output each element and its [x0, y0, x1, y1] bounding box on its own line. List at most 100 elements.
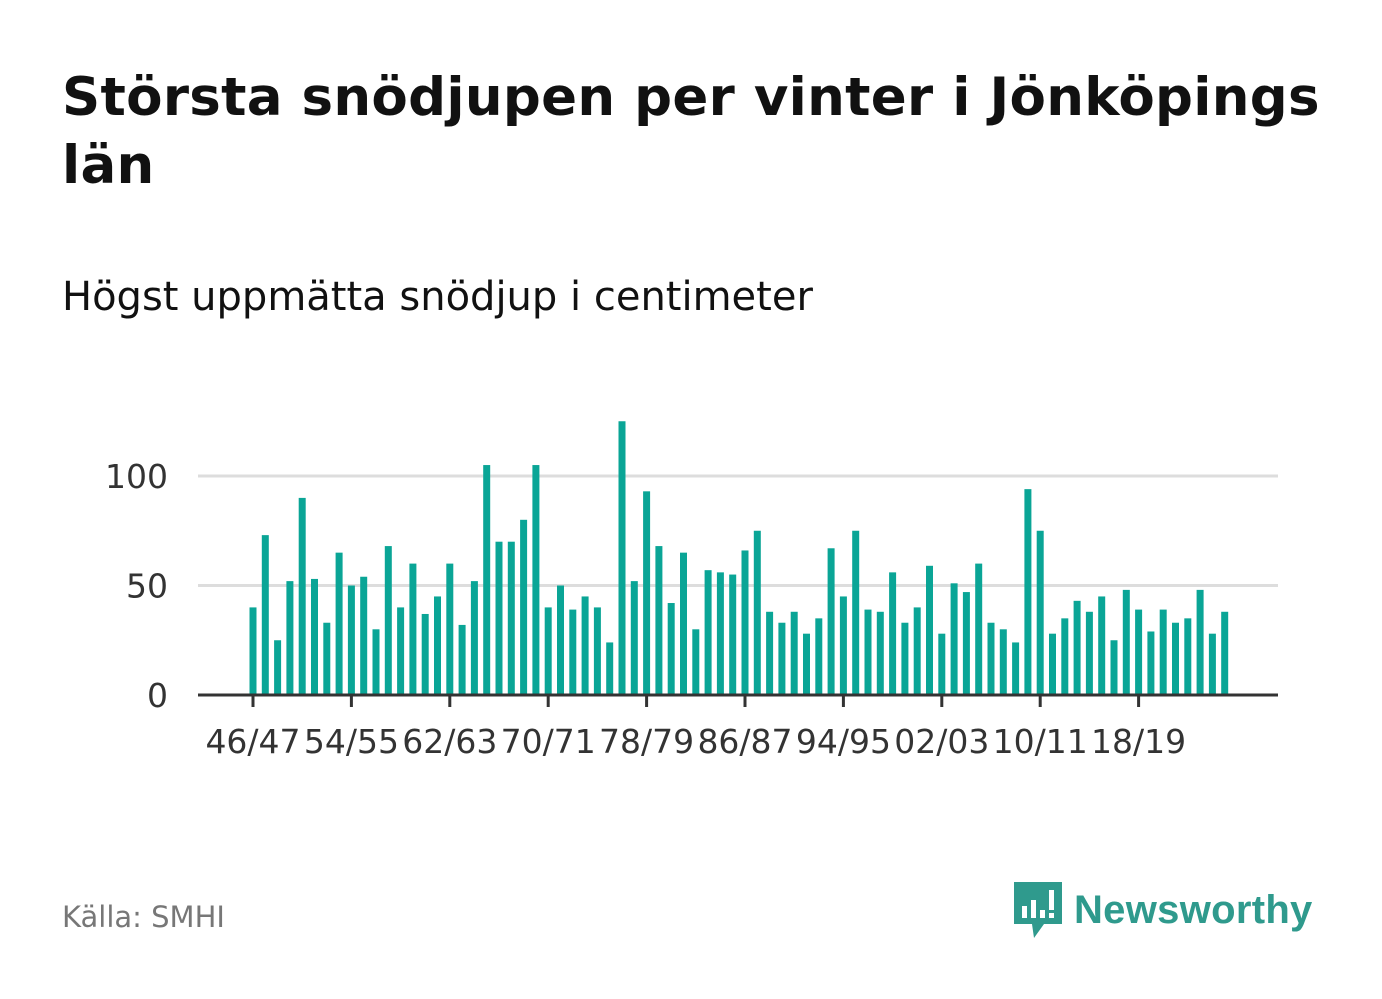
x-tick-label: 86/87: [697, 722, 792, 761]
x-tick-label: 46/47: [205, 722, 300, 761]
x-tick-label: 18/19: [1091, 722, 1186, 761]
bar-56/57: [372, 629, 380, 695]
bar-61/62: [434, 596, 441, 695]
bar-23/24: [1196, 589, 1204, 695]
bar-48/49: [274, 640, 282, 695]
bar-06/07: [987, 622, 995, 695]
bar-20/21: [1159, 609, 1167, 695]
bar-47/48: [261, 535, 269, 695]
bar-78/79: [643, 491, 651, 695]
bar-69/70: [532, 465, 540, 695]
bar-88/89: [766, 611, 774, 695]
bar-66/67: [495, 541, 503, 695]
logo-text: Newsworthy: [1074, 887, 1313, 932]
newsworthy-logo-icon: [1014, 882, 1062, 938]
x-tick-label: 54/55: [304, 722, 399, 761]
bar-75/76: [606, 642, 614, 695]
chart-title: Största snödjupen per vinter i Jönköping…: [62, 67, 1320, 196]
bar-80/81: [667, 603, 675, 695]
bar-07/08: [999, 629, 1007, 695]
bar-96/97: [864, 609, 872, 695]
bar-13/14: [1073, 600, 1081, 695]
bar-71/72: [557, 585, 564, 695]
bar-03/04: [950, 583, 958, 695]
bar-83/84: [704, 570, 712, 695]
bar-51/52: [311, 578, 318, 695]
bar-01/02: [926, 565, 933, 695]
x-tick-label: 62/63: [402, 722, 497, 761]
bar-98/99: [889, 572, 897, 695]
bar-46/47: [249, 607, 257, 695]
bar-04/05: [962, 592, 970, 695]
bar-97/98: [876, 611, 884, 695]
bar-93/94: [827, 548, 835, 695]
bar-55/56: [360, 576, 368, 695]
bar-14/15: [1085, 611, 1093, 695]
bar-05/06: [975, 563, 983, 695]
bar-87/88: [753, 530, 761, 695]
bar-54/55: [347, 585, 355, 695]
bar-17/18: [1122, 589, 1130, 695]
bar-12/13: [1061, 618, 1069, 695]
bar-11/12: [1049, 633, 1056, 695]
bar-68/69: [520, 519, 528, 695]
bar-10/11: [1036, 530, 1044, 695]
y-tick-label: 0: [147, 676, 168, 715]
bar-63/64: [458, 624, 466, 695]
chart-subtitle: Högst uppmätta snödjup i centimeter: [62, 274, 813, 320]
newsworthy-logo: Newsworthy: [1012, 880, 1313, 940]
bar-09/10: [1024, 489, 1032, 695]
bar-91/92: [803, 633, 810, 695]
x-tick-label: 94/95: [796, 722, 891, 761]
bar-89/90: [778, 622, 786, 695]
bar-19/20: [1147, 631, 1155, 695]
bar-52/53: [323, 622, 331, 695]
bar-59/60: [409, 563, 417, 695]
bar-81/82: [680, 552, 687, 695]
bar-57/58: [384, 546, 392, 695]
bar-94/95: [839, 596, 847, 695]
bar-53/54: [335, 552, 343, 695]
bar-73/74: [581, 596, 589, 695]
source-label: Källa: SMHI: [62, 900, 225, 934]
x-tick-label: 02/03: [894, 722, 989, 761]
bar-18/19: [1135, 609, 1143, 695]
bar-72/73: [569, 609, 577, 695]
bar-58/59: [397, 607, 405, 695]
bar-84/85: [716, 572, 724, 695]
bar-92/93: [815, 618, 823, 695]
bar-77/78: [630, 581, 638, 695]
bar-95/96: [852, 530, 860, 695]
bar-82/83: [692, 629, 700, 695]
bar-49/50: [286, 581, 294, 695]
x-tick-label: 70/71: [501, 722, 596, 761]
bar-22/23: [1184, 618, 1192, 695]
bar-16/17: [1110, 640, 1118, 695]
y-tick-label: 50: [126, 567, 168, 606]
bar-24/25: [1208, 633, 1216, 695]
bar-70/71: [544, 607, 552, 695]
x-tick-label: 78/79: [599, 722, 694, 761]
bar-79/80: [655, 546, 663, 695]
bar-99/00: [901, 622, 909, 695]
bar-60/61: [421, 613, 429, 695]
x-tick-label: 10/11: [993, 722, 1088, 761]
bar-15/16: [1098, 596, 1106, 695]
bar-65/66: [483, 465, 491, 695]
bar-85/86: [729, 574, 737, 695]
bar-64/65: [470, 581, 478, 695]
bar-76/77: [618, 421, 626, 695]
bar-25/26: [1221, 611, 1229, 695]
bar-50/51: [298, 497, 306, 695]
bar-08/09: [1012, 642, 1020, 695]
bar-21/22: [1172, 622, 1179, 695]
bar-74/75: [593, 607, 601, 695]
bar-86/87: [741, 550, 749, 695]
bar-02/03: [938, 633, 946, 695]
bar-90/91: [790, 611, 798, 695]
bar-00/01: [913, 607, 921, 695]
y-tick-label: 100: [105, 457, 168, 496]
bar-67/68: [507, 541, 515, 695]
bar-62/63: [446, 563, 454, 695]
